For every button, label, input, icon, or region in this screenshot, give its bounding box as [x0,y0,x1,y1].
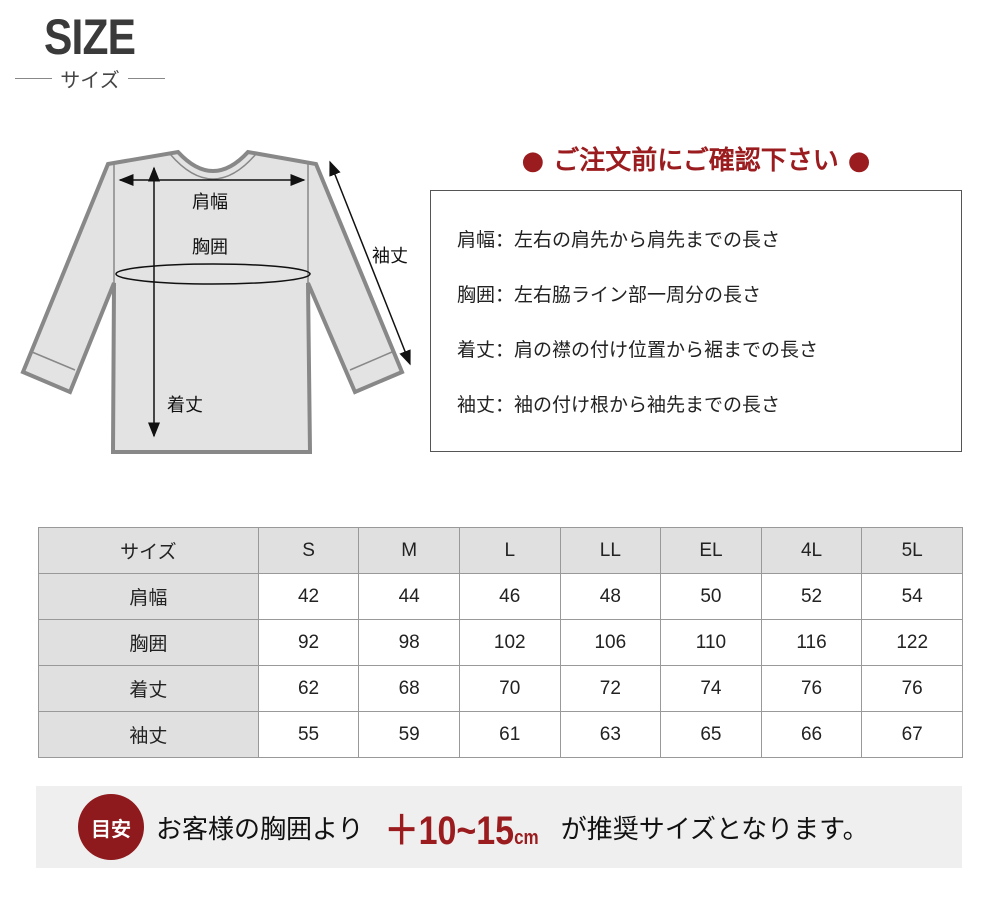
table-cell: 50 [660,573,762,620]
table-cell: 46 [458,573,561,620]
label-shoulder: 肩幅 [192,192,228,213]
row-label: サイズ [38,527,259,574]
table-row: 肩幅 42 44 46 48 50 52 54 [38,573,963,620]
table-header-row: サイズ S M L LL EL 4L 5L [38,527,963,574]
row-label: 着丈 [38,665,259,712]
table-cell: 44 [358,573,460,620]
table-cell: 70 [458,665,561,712]
label-chest: 胸囲 [192,237,228,258]
table-cell: 59 [358,711,460,758]
banner-range-wrap: ＋10~15cm [385,798,539,856]
row-label: 袖丈 [38,711,259,758]
table-cell: 122 [861,619,963,666]
table-cell: 76 [861,665,963,712]
table-cell: 74 [660,665,762,712]
table-cell: 67 [861,711,963,758]
table-row: 着丈 62 68 70 72 74 76 76 [38,665,963,712]
table-cell: 66 [760,711,863,758]
subtitle-text: サイズ [60,68,120,92]
definition-item: 肩幅：左右の肩先から肩先までの長さ [457,229,781,251]
table-cell: 62 [257,665,360,712]
recommendation-banner: 目安 お客様の胸囲より ＋10~15cm が推奨サイズとなります。 [36,786,962,868]
table-cell: 48 [559,573,662,620]
definition-item: 胸囲：左右脇ライン部一周分の長さ [457,284,762,306]
table-cell: 54 [861,573,963,620]
banner-unit: cm [514,827,540,849]
notice-title: ● ご注文前にご確認下さい ● [521,146,871,176]
guide-badge: 目安 [78,794,144,860]
table-cell: LL [559,527,662,574]
definition-item: 着丈：肩の襟の付け位置から裾までの長さ [457,339,819,361]
table-cell: 68 [358,665,460,712]
definitions-box: 肩幅：左右の肩先から肩先までの長さ 胸囲：左右脇ライン部一周分の長さ 着丈：肩の… [430,190,962,452]
table-cell: 65 [660,711,762,758]
table-cell: 72 [559,665,662,712]
banner-range: ＋10~15 [385,809,515,853]
banner-post: が推奨サイズとなります。 [560,814,869,845]
table-cell: 106 [559,619,662,666]
table-cell: 42 [257,573,360,620]
table-cell: EL [660,527,762,574]
table-cell: 61 [458,711,561,758]
size-table: サイズ S M L LL EL 4L 5L 肩幅 42 44 46 48 50 52 54 胸囲 92 98 102 1… [38,527,963,758]
table-cell: 76 [760,665,863,712]
size-logo: SIZE [44,9,136,65]
definition-item: 袖丈：袖の付け根から袖先までの長さ [457,394,781,416]
row-label: 肩幅 [38,573,259,620]
table-cell: 52 [760,573,863,620]
table-cell: 98 [358,619,460,666]
table-cell: 4L [760,527,863,574]
table-cell: 63 [559,711,662,758]
table-row: 胸囲 92 98 102 106 110 116 122 [38,619,963,666]
label-sleeve: 袖丈 [372,246,408,267]
table-row: 袖丈 55 59 61 63 65 66 67 [38,711,963,758]
table-cell: 116 [760,619,863,666]
row-label: 胸囲 [38,619,259,666]
table-cell: L [458,527,561,574]
table-cell: M [358,527,460,574]
shirt-diagram [20,149,411,454]
table-cell: 92 [257,619,360,666]
table-cell: S [257,527,360,574]
table-cell: 110 [660,619,762,666]
table-cell: 102 [458,619,561,666]
table-cell: 55 [257,711,360,758]
banner-pre: お客様の胸囲より [156,814,364,845]
table-cell: 5L [861,527,963,574]
label-length: 着丈 [167,395,203,416]
subtitle: サイズ [15,64,165,93]
